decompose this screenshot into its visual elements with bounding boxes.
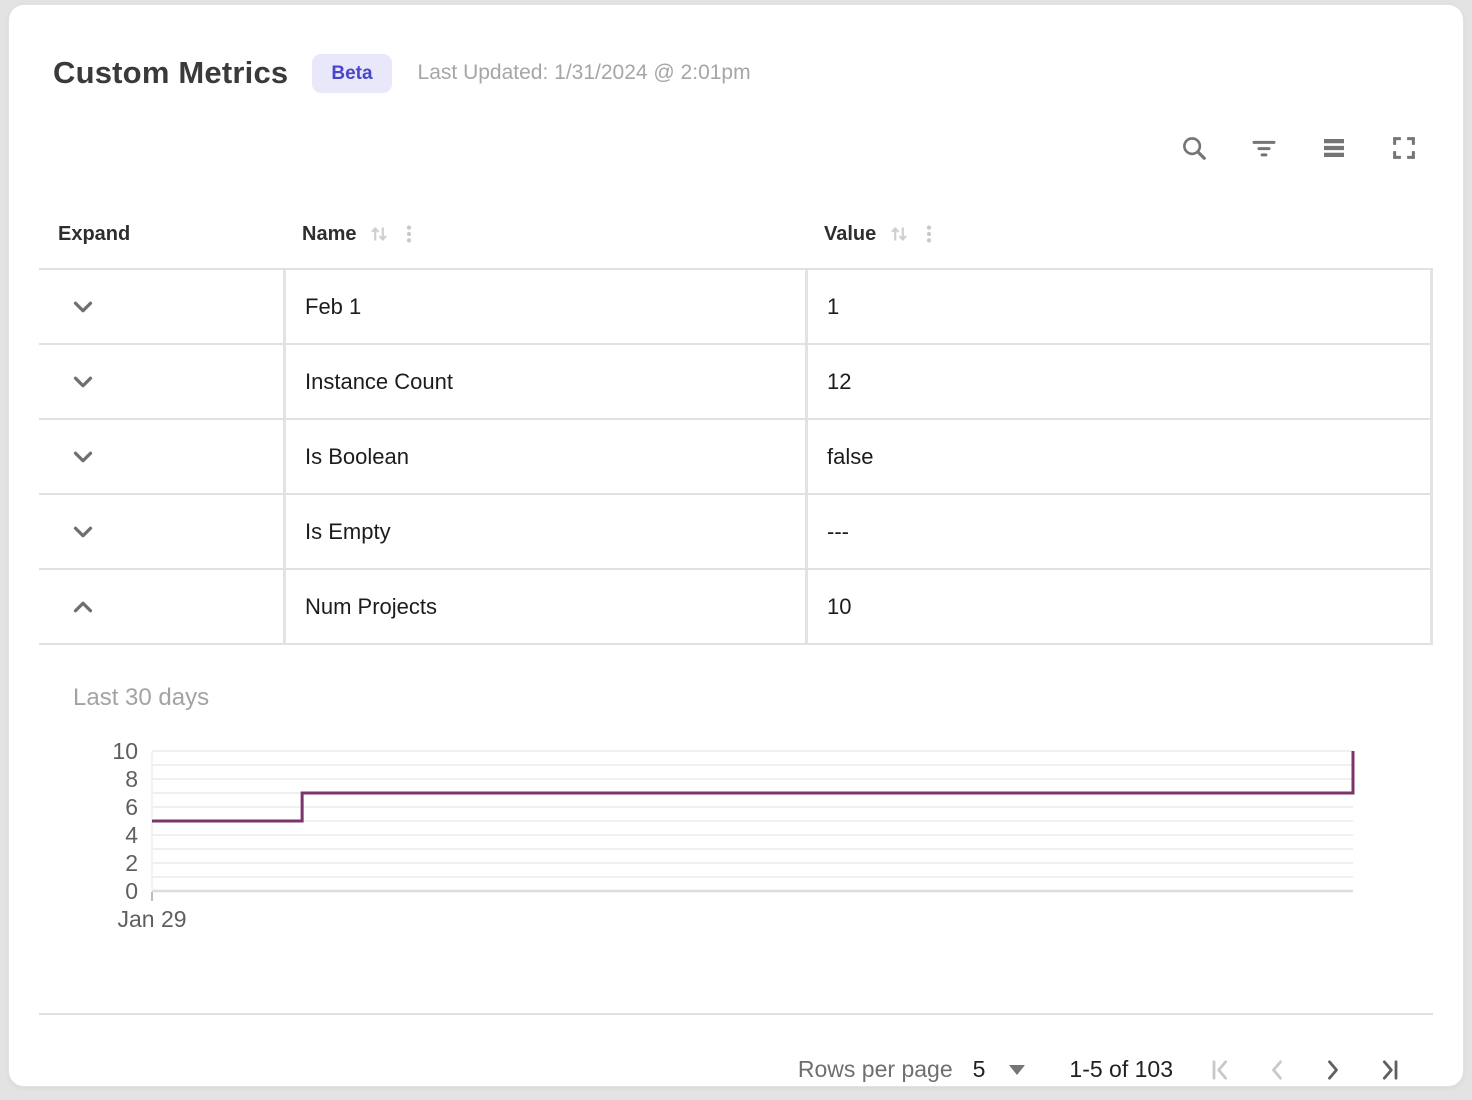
last-updated-text: Last Updated: 1/31/2024 @ 2:01pm — [417, 61, 751, 84]
chevron-up-icon — [73, 601, 93, 612]
page-title: Custom Metrics — [53, 55, 289, 90]
chevron-down-icon — [73, 526, 93, 537]
table-toolbar — [39, 130, 1433, 166]
svg-text:6: 6 — [125, 794, 138, 820]
search-icon — [1183, 137, 1206, 160]
table-body: Feb 1 1 Instance Count 12 Is Boolean false Is … — [39, 270, 1433, 645]
metric-name-cell: Feb 1 — [283, 270, 805, 343]
svg-text:2: 2 — [125, 850, 138, 876]
fullscreen-icon — [1393, 137, 1415, 159]
metric-value-cell: --- — [805, 495, 1430, 568]
expand-row-button[interactable] — [67, 516, 99, 548]
expand-cell — [39, 270, 283, 343]
pagination-range: 1-5 of 103 — [1069, 1056, 1173, 1082]
table-footer: Rows per page 5 1-5 of 103 — [39, 1013, 1433, 1087]
metrics-table: Expand Name Value — [39, 200, 1433, 645]
column-header-value[interactable]: Value — [805, 200, 1433, 268]
last-page-icon — [1382, 1059, 1398, 1080]
chevron-left-icon — [1272, 1059, 1282, 1080]
filter-button[interactable] — [1249, 133, 1279, 163]
first-page-button[interactable] — [1193, 1048, 1249, 1087]
chart-title: Last 30 days — [73, 684, 210, 711]
expand-row-button[interactable] — [67, 441, 99, 473]
fullscreen-button[interactable] — [1389, 133, 1419, 163]
table-row: Is Empty --- — [39, 495, 1430, 570]
table-row: Instance Count 12 — [39, 345, 1430, 420]
next-page-button[interactable] — [1305, 1048, 1361, 1087]
first-page-icon — [1212, 1059, 1228, 1080]
header: Custom Metrics Beta Last Updated: 1/31/2… — [39, 51, 1433, 95]
metric-value-cell: 12 — [805, 345, 1430, 418]
column-menu-icon[interactable] — [398, 220, 420, 248]
rows-per-page-select[interactable]: 5 — [973, 1056, 1026, 1083]
svg-text:10: 10 — [112, 739, 138, 764]
filter-icon — [1252, 140, 1276, 157]
chevron-down-icon — [73, 451, 93, 462]
custom-metrics-card: Custom Metrics Beta Last Updated: 1/31/2… — [8, 4, 1464, 1087]
expand-row-button[interactable] — [67, 366, 99, 398]
svg-text:0: 0 — [125, 878, 138, 904]
previous-page-button[interactable] — [1249, 1048, 1305, 1087]
density-button[interactable] — [1319, 133, 1349, 163]
metric-value-cell: 1 — [805, 270, 1430, 343]
metric-name-cell: Is Boolean — [283, 420, 805, 493]
sort-icon[interactable] — [886, 221, 912, 247]
metric-name-cell: Is Empty — [283, 495, 805, 568]
pagination-controls — [1193, 1048, 1417, 1087]
metric-name-cell: Instance Count — [283, 345, 805, 418]
expand-cell — [39, 420, 283, 493]
svg-text:4: 4 — [125, 822, 138, 848]
expand-cell — [39, 495, 283, 568]
chevron-down-icon — [73, 301, 93, 312]
table-header-row: Expand Name Value — [39, 200, 1433, 270]
chevron-down-icon — [73, 376, 93, 387]
metric-value-cell: 10 — [805, 570, 1430, 643]
sort-icon[interactable] — [366, 221, 392, 247]
expand-row-button[interactable] — [67, 291, 99, 323]
beta-badge: Beta — [312, 53, 392, 93]
rows-per-page-label: Rows per page — [797, 1056, 953, 1082]
expand-cell — [39, 345, 283, 418]
chevron-down-icon — [1009, 1064, 1026, 1075]
expanded-row-detail: Last 30 days 0 2 4 6 8 10 Jan 29 — [39, 683, 1433, 1013]
expand-cell — [39, 570, 283, 643]
last-page-button[interactable] — [1361, 1048, 1417, 1087]
density-icon — [1324, 139, 1344, 157]
svg-text:Jan 29: Jan 29 — [117, 906, 186, 932]
table-row: Is Boolean false — [39, 420, 1430, 495]
svg-text:8: 8 — [125, 766, 138, 792]
metric-value-cell: false — [805, 420, 1430, 493]
collapse-row-button[interactable] — [67, 591, 99, 623]
search-button[interactable] — [1179, 133, 1209, 163]
metric-chart: 0 2 4 6 8 10 Jan 29 — [39, 738, 1433, 944]
metric-name-cell: Num Projects — [283, 570, 805, 643]
table-row: Num Projects 10 — [39, 570, 1430, 645]
column-header-expand: Expand — [58, 222, 131, 245]
column-header-name[interactable]: Name — [283, 200, 805, 268]
chevron-right-icon — [1328, 1059, 1338, 1080]
column-menu-icon[interactable] — [918, 220, 940, 248]
